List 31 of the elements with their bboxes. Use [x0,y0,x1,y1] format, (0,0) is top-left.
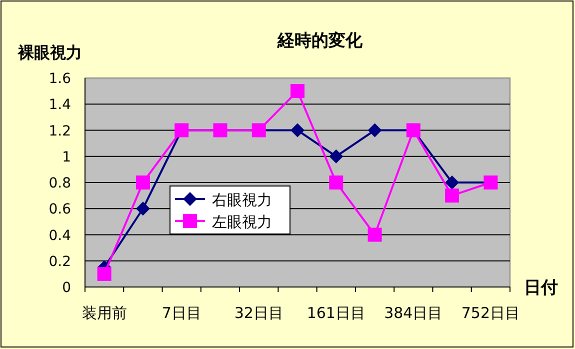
point [136,202,150,216]
legend-label: 左眼視力 [212,213,272,231]
y-tick-label: 1.6 [48,71,72,87]
x-axis-title: 日付 [524,278,558,298]
x-tick-label: 7日目 [162,304,202,322]
x-tick-label: 161日目 [306,304,366,322]
y-axis-title: 裸眼視力 [17,43,82,62]
point [368,123,382,138]
x-tick-label: 装用前 [82,304,127,322]
legend-label: 右眼視力 [212,191,272,209]
x-tick-label: 384日目 [384,304,443,322]
chart-title: 経時的変化 [276,31,364,51]
x-tick-label: 752日目 [461,304,520,322]
point [290,123,304,138]
point [445,188,460,203]
y-tick-label: 0.2 [48,254,71,270]
point [97,266,112,281]
point [329,149,344,164]
y-tick-label: 0.8 [48,176,71,192]
y-tick-label: 0.6 [48,202,72,218]
x-tick-label: 32日目 [234,304,284,322]
point [329,176,344,190]
y-tick-label: 1.2 [48,123,71,140]
y-tick-label: 0 [62,280,71,296]
y-tick-label: 1.4 [48,97,72,114]
y-tick-label: 0.4 [48,228,72,244]
point [445,176,460,190]
point [136,176,150,190]
y-tick-label: 1 [62,149,71,166]
point [368,228,382,242]
point [290,84,304,98]
